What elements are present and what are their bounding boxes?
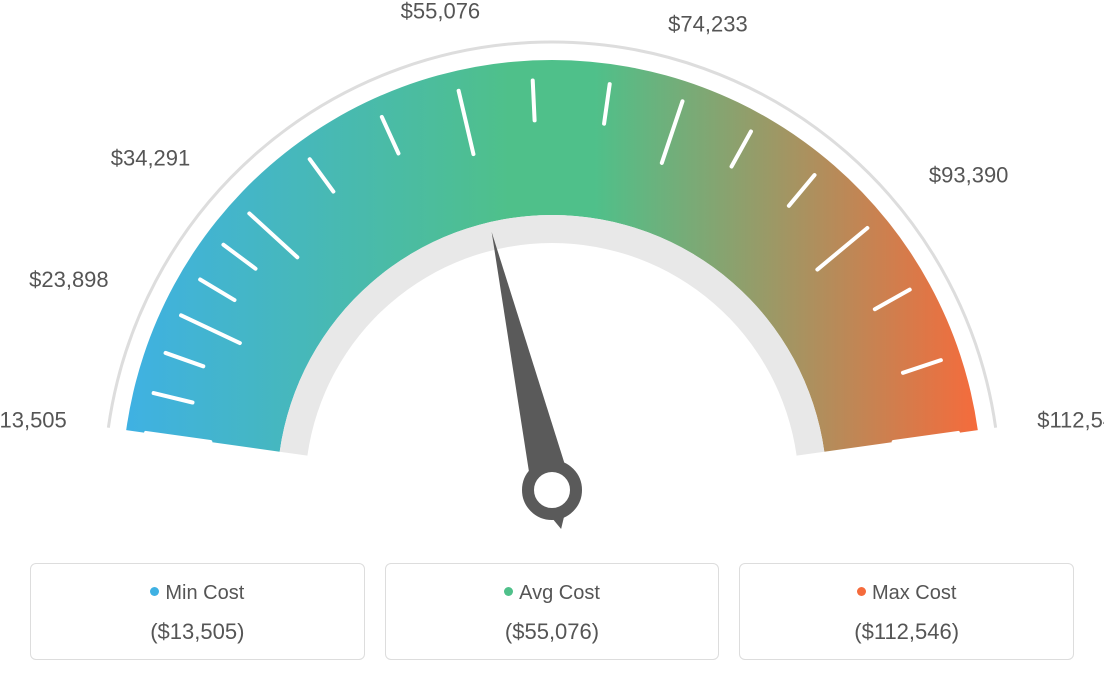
gauge-chart-container: $13,505 $23,898 $34,291 $55,076 $74,233 $93,3… [0,0,1104,690]
legend-title-max: Max Cost [750,582,1063,605]
legend-title-max-text: Max Cost [872,582,956,604]
legend-value-max: ($112,546) [750,619,1063,645]
gauge-svg: $13,505 $23,898 $34,291 $55,076 $74,233 $93,3… [0,0,1104,540]
gauge-area: $13,505 $23,898 $34,291 $55,076 $74,233 $93,3… [0,0,1104,540]
gauge-needle-hub [528,466,576,514]
gauge-tick-label: $112,546 [1037,408,1104,433]
gauge-tick-label: $93,390 [929,163,1009,188]
legend-row: Min Cost ($13,505) Avg Cost ($55,076) Ma… [0,563,1104,660]
legend-card-max: Max Cost ($112,546) [739,563,1074,660]
legend-bullet-avg [504,587,513,596]
legend-title-avg-text: Avg Cost [519,582,600,604]
legend-bullet-min [150,587,159,596]
gauge-tick-label: $55,076 [401,0,481,24]
legend-title-avg: Avg Cost [396,582,709,605]
legend-value-min: ($13,505) [41,619,354,645]
legend-card-min: Min Cost ($13,505) [30,563,365,660]
gauge-tick-label: $34,291 [111,145,191,170]
legend-value-avg: ($55,076) [396,619,709,645]
gauge-tick-label: $13,505 [0,408,67,433]
legend-title-min-text: Min Cost [165,582,244,604]
legend-card-avg: Avg Cost ($55,076) [385,563,720,660]
gauge-tick-label: $74,233 [668,11,748,36]
legend-bullet-max [857,587,866,596]
gauge-tick-label: $23,898 [29,267,109,292]
legend-title-min: Min Cost [41,582,354,605]
